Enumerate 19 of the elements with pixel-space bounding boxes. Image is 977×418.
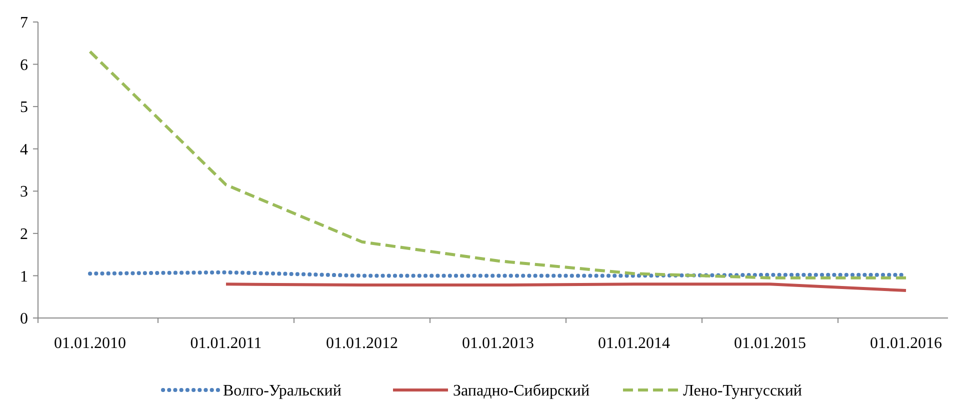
legend-label: Западно-Сибирский <box>453 382 590 400</box>
x-tick-label: 01.01.2015 <box>734 335 806 352</box>
y-tick-label: 3 <box>20 184 28 201</box>
x-tick-label: 01.01.2014 <box>598 335 670 352</box>
y-tick-label: 7 <box>20 14 28 32</box>
y-tick-label: 6 <box>20 56 28 74</box>
y-tick-label: 2 <box>20 226 28 244</box>
y-tick-label: 0 <box>20 310 28 328</box>
x-tick-label: 01.01.2012 <box>326 335 398 352</box>
y-tick-label: 4 <box>20 141 28 158</box>
y-tick-label: 1 <box>20 268 28 286</box>
legend-label: Волго-Уральский <box>223 382 342 400</box>
x-tick-label: 01.01.2013 <box>462 335 534 352</box>
legend-label: Лено-Тунгусский <box>683 382 802 400</box>
x-tick-label: 01.01.2011 <box>190 335 262 352</box>
x-tick-label: 01.01.2010 <box>54 335 126 352</box>
line-series <box>88 50 908 280</box>
x-tick-label: 01.01.2016 <box>870 335 942 352</box>
y-tick-label: 5 <box>20 99 28 116</box>
